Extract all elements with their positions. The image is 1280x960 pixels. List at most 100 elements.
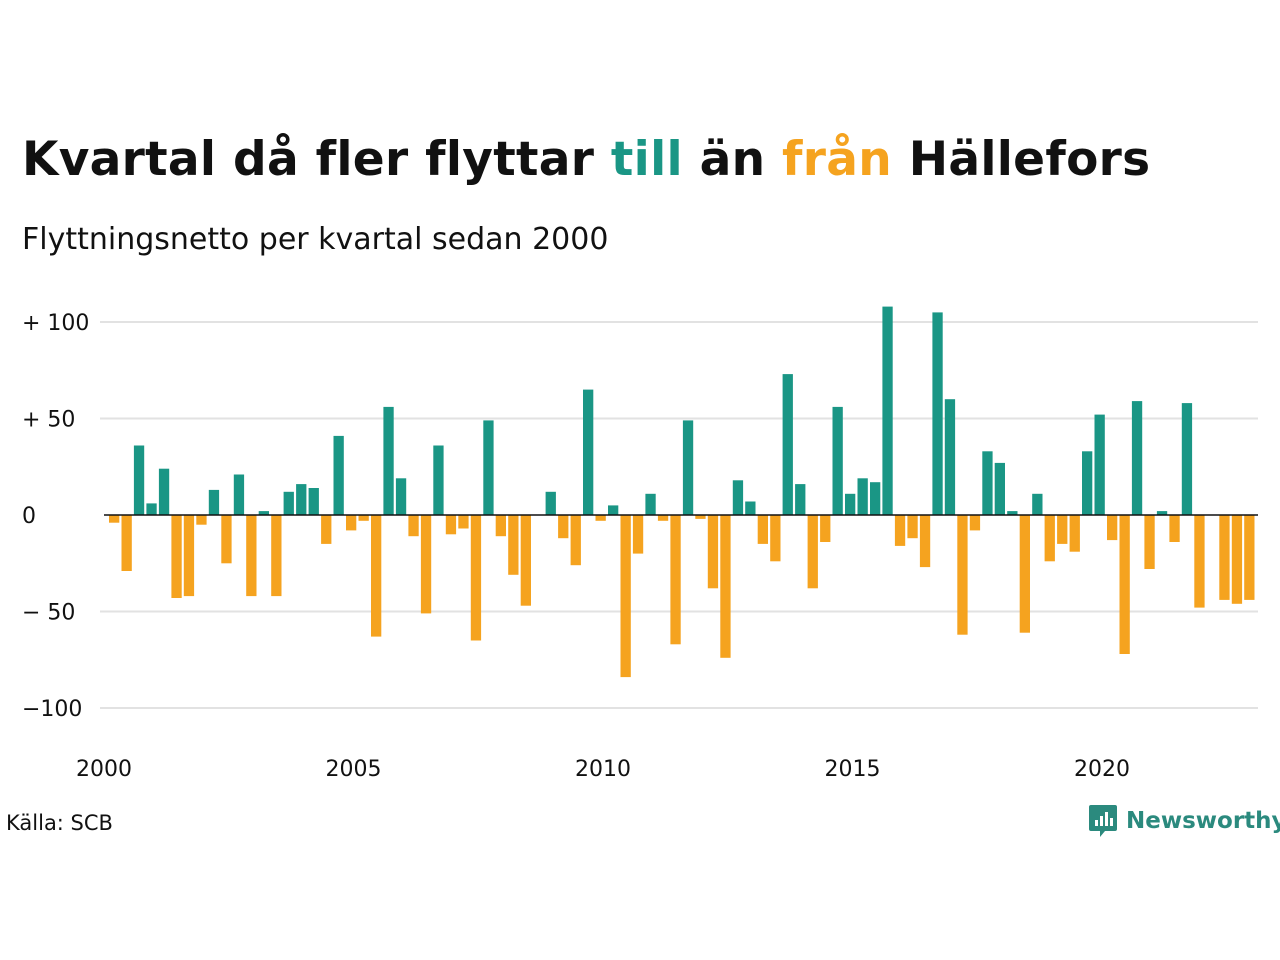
title-part-2: än <box>682 132 783 187</box>
bar-negative <box>1019 515 1030 633</box>
bar-negative <box>508 515 519 575</box>
bar-negative <box>770 515 781 562</box>
bar-positive <box>208 489 220 515</box>
bar-negative <box>171 515 182 598</box>
bar-positive <box>433 445 444 515</box>
bar-positive <box>1181 403 1193 515</box>
newsworthy-logo: Newsworthy <box>1088 803 1280 839</box>
bar-positive <box>870 482 881 515</box>
bar-negative <box>221 515 232 564</box>
bar-positive <box>845 493 856 515</box>
bar-positive <box>745 501 756 515</box>
bar-negative <box>520 515 531 606</box>
y-tick-label: + 100 <box>22 311 89 336</box>
bar-positive <box>483 420 494 515</box>
bar-negative <box>820 515 831 542</box>
bar-negative <box>1231 515 1243 604</box>
bar-negative <box>121 515 132 571</box>
bar-negative <box>246 515 257 597</box>
x-tick-label: 2005 <box>326 757 382 782</box>
bar-positive <box>1094 414 1105 515</box>
bar-positive <box>296 484 307 515</box>
bar-negative <box>183 515 195 597</box>
bar-negative <box>957 515 968 635</box>
bar-positive <box>645 493 656 515</box>
bar-positive <box>944 399 956 515</box>
x-tick-label: 2020 <box>1074 757 1130 782</box>
bar-negative <box>1144 515 1155 569</box>
bar-negative <box>670 515 681 645</box>
bar-positive <box>158 468 170 515</box>
title-part-3: Hällefors <box>892 132 1151 187</box>
bar-negative <box>1219 515 1230 600</box>
bar-negative <box>358 515 369 521</box>
bar-chart: + 100 + 50 0 − 50 −100 2000 2005 2010 2015 2020 <box>22 306 1258 782</box>
bar-negative <box>408 515 419 537</box>
bar-negative <box>458 515 469 529</box>
bar-negative <box>894 515 906 546</box>
bar-positive <box>133 445 145 515</box>
bar-negative <box>807 515 818 589</box>
bar-positive <box>146 503 157 515</box>
x-tick-label: 2015 <box>825 757 881 782</box>
bar-negative <box>1169 515 1180 542</box>
bar-negative <box>620 515 631 678</box>
bar-negative <box>470 515 482 641</box>
bar-negative <box>495 515 506 537</box>
bar-negative <box>1107 515 1118 541</box>
bar-negative <box>371 515 382 637</box>
bar-positive <box>1032 493 1043 515</box>
axes: + 100 + 50 0 − 50 −100 2000 2005 2010 2015 2020 <box>22 311 1258 782</box>
bar-positive <box>682 420 694 515</box>
bar-positive <box>308 488 319 515</box>
bar-positive <box>932 312 943 516</box>
bar-negative <box>969 515 981 531</box>
bar-negative <box>321 515 332 544</box>
y-tick-label: + 50 <box>22 408 75 433</box>
bar-positive <box>832 406 843 515</box>
bar-positive <box>732 480 744 515</box>
bar-positive <box>383 406 394 515</box>
source-note: Källa: SCB <box>6 811 113 835</box>
bar-positive <box>283 491 294 515</box>
title-fran: från <box>782 132 893 187</box>
bar-negative <box>445 515 457 535</box>
chart-title: Kvartal då fler flyttar till än från Häl… <box>22 132 1150 187</box>
bar-positive <box>1156 511 1168 515</box>
bar-negative <box>707 515 719 589</box>
bar-negative <box>695 515 706 519</box>
bar-negative <box>1244 515 1255 600</box>
bar-positive <box>857 478 868 515</box>
bar-negative <box>595 515 606 521</box>
bar-positive <box>333 435 344 515</box>
bar-positive <box>1131 401 1143 515</box>
bar-positive <box>233 474 245 515</box>
bar-positive <box>545 491 556 515</box>
bar-positive <box>882 306 893 515</box>
bar-negative <box>632 515 644 554</box>
bar-positive <box>1007 511 1018 515</box>
title-part-1: Kvartal då fler flyttar <box>22 132 611 187</box>
bar-negative <box>570 515 581 566</box>
bar-negative <box>196 515 207 525</box>
x-tick-label: 2000 <box>76 757 132 782</box>
bar-negative <box>271 515 282 597</box>
bar-positive <box>782 374 793 515</box>
x-tick-label: 2010 <box>575 757 631 782</box>
bar-positive <box>608 505 619 516</box>
title-till: till <box>610 132 683 187</box>
bar-positive <box>1082 451 1093 515</box>
bar-positive <box>395 478 407 515</box>
bar-negative <box>1057 515 1068 544</box>
bar-positive <box>795 484 806 515</box>
y-tick-label: 0 <box>22 504 36 529</box>
bar-negative <box>919 515 931 568</box>
bar-negative <box>1069 515 1080 552</box>
y-tick-label: −100 <box>22 697 82 722</box>
bar-positive <box>583 389 594 516</box>
y-tick-label: − 50 <box>22 601 75 626</box>
bar-negative <box>720 515 731 658</box>
brand-name: Newsworthy <box>1126 808 1280 834</box>
bar-negative <box>1194 515 1205 608</box>
bar-positive <box>982 451 993 515</box>
